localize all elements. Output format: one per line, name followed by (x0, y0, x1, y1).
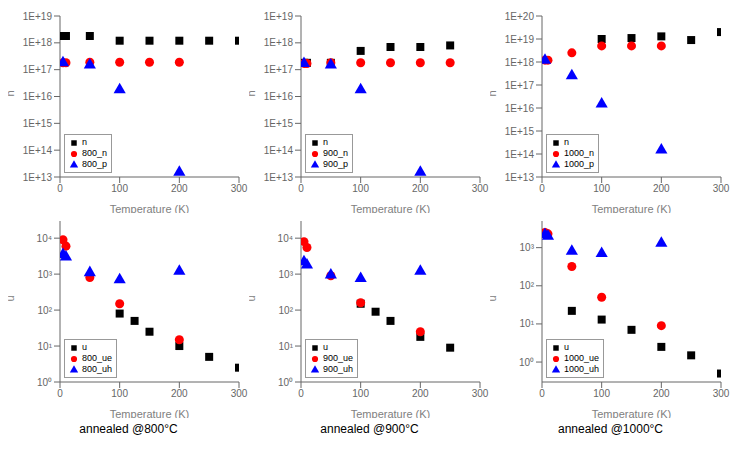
html-text:1000_ue: 1000_ue (564, 353, 599, 363)
svg-text:10⁴: 10⁴ (37, 233, 52, 244)
svg-text:300: 300 (713, 388, 730, 399)
svg-text:1E+13: 1E+13 (264, 172, 294, 183)
svg-text:10²: 10² (520, 280, 535, 291)
svg-text:10²: 10² (279, 305, 294, 316)
svg-text:10⁰: 10⁰ (278, 377, 293, 388)
svg-text:Temperature (K): Temperature (K) (110, 408, 189, 418)
svg-text:1E+17: 1E+17 (23, 64, 53, 75)
svg-text:1E+14: 1E+14 (505, 149, 535, 160)
svg-text:Temperature (K): Temperature (K) (110, 203, 189, 213)
svg-text:1E+18: 1E+18 (505, 57, 535, 68)
html-text:900_ue: 900_ue (323, 353, 353, 363)
svg-text:10³: 10³ (38, 269, 53, 280)
svg-text:n: n (8, 90, 16, 96)
html-text:n: n (82, 137, 87, 147)
html-text:800_uh: 800_uh (82, 364, 112, 374)
svg-text:Temperature (K): Temperature (K) (351, 203, 430, 213)
html-text:u: u (564, 342, 569, 352)
svg-text:1E+16: 1E+16 (23, 91, 53, 102)
html-text:900_uh: 900_uh (323, 364, 353, 374)
svg-text:1E+19: 1E+19 (264, 11, 294, 22)
html-text:u: u (82, 342, 87, 352)
svg-text:100: 100 (593, 388, 610, 399)
svg-text:0: 0 (298, 388, 304, 399)
svg-text:10³: 10³ (520, 242, 535, 253)
html-text:n: n (323, 137, 328, 147)
svg-text:Temperature (K): Temperature (K) (592, 203, 671, 213)
svg-text:300: 300 (472, 388, 489, 399)
svg-text:1E+15: 1E+15 (23, 118, 53, 129)
svg-text:200: 200 (412, 388, 429, 399)
svg-text:10¹: 10¹ (38, 341, 53, 352)
svg-text:1E+19: 1E+19 (23, 11, 53, 22)
svg-text:0: 0 (57, 183, 63, 194)
svg-text:10¹: 10¹ (520, 318, 535, 329)
svg-text:10⁰: 10⁰ (519, 357, 534, 368)
svg-text:Temperature (K): Temperature (K) (351, 408, 430, 418)
svg-text:200: 200 (653, 183, 670, 194)
svg-text:100: 100 (352, 388, 369, 399)
svg-text:0: 0 (298, 183, 304, 194)
svg-text:10⁴: 10⁴ (278, 233, 293, 244)
html-text:900_p: 900_p (323, 159, 348, 169)
html-text:n: n (564, 137, 569, 147)
svg-text:Temperature (K): Temperature (K) (592, 408, 671, 418)
svg-text:200: 200 (653, 388, 670, 399)
svg-text:200: 200 (171, 183, 188, 194)
svg-text:100: 100 (111, 183, 128, 194)
html-text:annealed @900°C: annealed @900°C (320, 422, 419, 436)
svg-text:10³: 10³ (279, 269, 294, 280)
svg-text:n: n (249, 90, 257, 96)
html-text:800_n: 800_n (82, 148, 107, 158)
svg-text:1E+14: 1E+14 (264, 145, 294, 156)
svg-text:1E+15: 1E+15 (264, 118, 294, 129)
svg-text:1E+16: 1E+16 (264, 91, 294, 102)
svg-text:1E+14: 1E+14 (23, 145, 53, 156)
svg-text:300: 300 (472, 183, 489, 194)
svg-text:1E+20: 1E+20 (505, 11, 535, 22)
svg-text:n: n (490, 90, 498, 96)
svg-text:0: 0 (57, 388, 63, 399)
svg-text:1E+13: 1E+13 (23, 172, 53, 183)
html-text:1000_n: 1000_n (564, 148, 594, 158)
svg-text:10²: 10² (38, 305, 53, 316)
svg-text:300: 300 (231, 183, 248, 194)
svg-text:10⁰: 10⁰ (37, 377, 52, 388)
svg-text:1E+18: 1E+18 (264, 37, 294, 48)
svg-text:1E+16: 1E+16 (505, 103, 535, 114)
svg-text:300: 300 (231, 388, 248, 399)
html-text:u: u (323, 342, 328, 352)
html-text:1000_uh: 1000_uh (564, 364, 599, 374)
svg-text:u: u (8, 295, 16, 301)
html-text:annealed @800°C: annealed @800°C (79, 422, 178, 436)
svg-text:u: u (490, 295, 498, 301)
html-text:900_n: 900_n (323, 148, 348, 158)
svg-text:0: 0 (539, 388, 545, 399)
svg-text:1E+13: 1E+13 (505, 172, 535, 183)
svg-text:300: 300 (713, 183, 730, 194)
svg-text:1E+17: 1E+17 (264, 64, 294, 75)
svg-text:u: u (249, 295, 257, 301)
svg-text:1E+18: 1E+18 (23, 37, 53, 48)
svg-text:0: 0 (539, 183, 545, 194)
svg-text:1E+17: 1E+17 (505, 80, 535, 91)
svg-text:100: 100 (593, 183, 610, 194)
svg-text:200: 200 (412, 183, 429, 194)
html-text:annealed @1000°C: annealed @1000°C (558, 422, 663, 436)
svg-text:1E+19: 1E+19 (505, 34, 535, 45)
html-text:1000_p: 1000_p (564, 159, 594, 169)
svg-text:100: 100 (111, 388, 128, 399)
svg-text:100: 100 (352, 183, 369, 194)
svg-text:10¹: 10¹ (279, 341, 294, 352)
html-text:800_ue: 800_ue (82, 353, 112, 363)
svg-text:1E+15: 1E+15 (505, 126, 535, 137)
svg-text:200: 200 (171, 388, 188, 399)
html-text:800_p: 800_p (82, 159, 107, 169)
